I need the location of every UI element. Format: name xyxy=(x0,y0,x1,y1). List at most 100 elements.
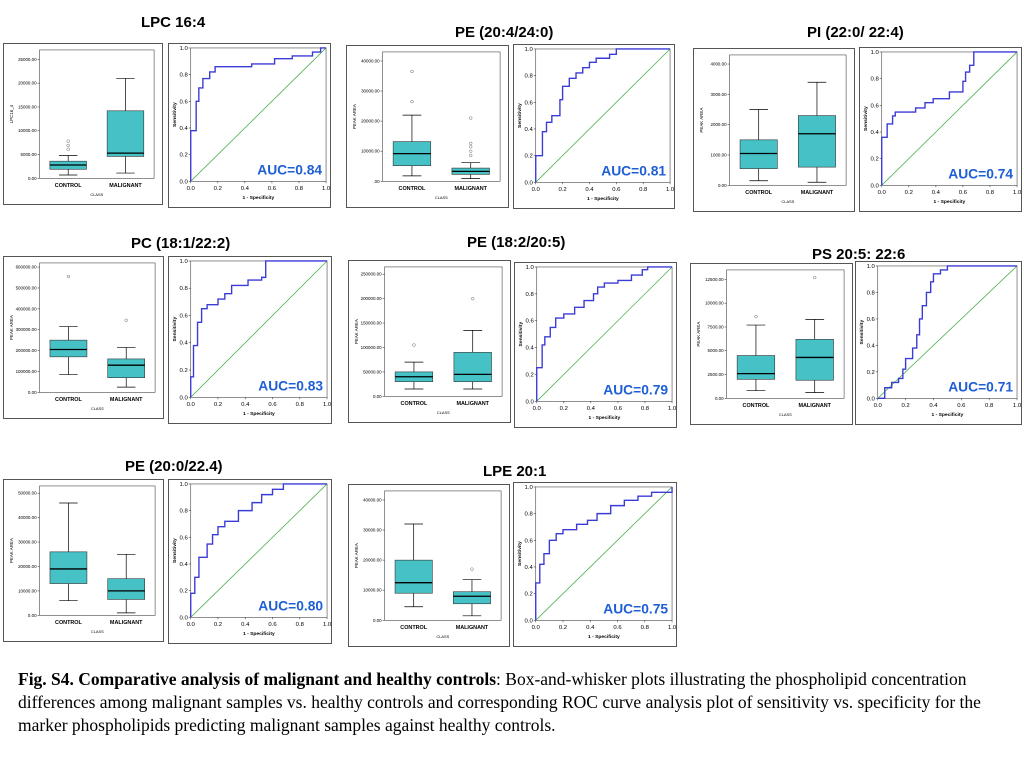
y-axis-label: LPC16_4 xyxy=(9,104,14,123)
plot-frame xyxy=(39,485,156,616)
roc-plot-pc-18-1-22-2: 0.00.0 0.2 0.2 0.4 0.4 0.6 0.6 0.8 0.8 1.0 1.0 1 - … xyxy=(168,256,332,424)
outlier-point xyxy=(469,149,473,153)
x-category-label: MALIGNANT xyxy=(456,401,489,407)
auc-label: AUC=0.74 xyxy=(948,165,1013,181)
y-axis-label: PEAK AREA xyxy=(699,108,704,133)
x-category-label: CONTROL xyxy=(55,397,82,403)
y-tick-label: 0.8 xyxy=(525,512,534,518)
x-tick-label: 0.2 xyxy=(214,402,222,408)
x-tick-label: 0.6 xyxy=(613,625,622,631)
x-tick-label: 1.0 xyxy=(322,186,331,192)
roc-curve xyxy=(190,47,327,182)
plot-frame xyxy=(536,266,673,402)
box-iqr xyxy=(49,551,88,584)
y-tick-label: 0.6 xyxy=(525,100,534,106)
x-tick-label: 0.0 xyxy=(878,190,887,196)
y-tick-label: 600000.00 xyxy=(16,265,38,270)
roc-plot-lpe-20-1: 0.00.0 0.2 0.2 0.4 0.4 0.6 0.6 0.8 0.8 1.0 1.0 1 - … xyxy=(513,482,677,647)
x-tick-label: 0.8 xyxy=(985,403,994,409)
boxplot-pi-22-0-22-4: 0.00 1000.00 2000.00 3000.00 4000.00 PEAK ARE… xyxy=(693,48,855,212)
y-tick-label: 1.0 xyxy=(180,46,189,52)
panel-title-lpc-16-4: LPC 16:4 xyxy=(141,14,206,31)
plot-frame xyxy=(39,49,155,179)
x-category-label: MALIGNANT xyxy=(801,190,834,196)
plot-frame xyxy=(190,47,327,182)
boxplot-pe-20-0-22-4: 0.00 10000.00 20000.00 30000.00 40000.00 5000… xyxy=(3,479,164,642)
box-iqr xyxy=(736,355,776,380)
x-axis-label: 1 - Specificity xyxy=(243,411,275,417)
outlier-point xyxy=(470,567,474,571)
x-tick-label: 0.2 xyxy=(214,186,222,192)
x-axis-label: 1 - Specificity xyxy=(932,412,964,418)
reference-diagonal xyxy=(190,483,328,618)
y-tick-label: .00 xyxy=(373,179,380,184)
box-iqr xyxy=(798,115,836,168)
y-tick-label: 25000.00 xyxy=(18,57,37,62)
y-tick-label: 30000.00 xyxy=(361,89,380,94)
auc-label: AUC=0.83 xyxy=(258,377,323,393)
y-tick-label: 0.2 xyxy=(871,157,879,163)
y-axis-label: Sensitivity xyxy=(172,538,178,563)
y-tick-label: 30000.00 xyxy=(18,540,37,545)
x-axis-label: CLASS xyxy=(779,412,792,417)
panel-title-pe-18-2-20-5: PE (18:2/20:5) xyxy=(467,234,566,251)
reference-diagonal xyxy=(190,47,327,182)
y-tick-label: 0.4 xyxy=(867,343,876,349)
box-iqr xyxy=(453,352,492,382)
outlier-point xyxy=(412,343,416,347)
y-tick-label: 0.2 xyxy=(867,370,875,376)
x-tick-label: 1.0 xyxy=(666,187,675,193)
x-tick-label: 0.4 xyxy=(932,190,941,196)
x-tick-label: 1.0 xyxy=(323,622,332,628)
reference-diagonal xyxy=(536,266,673,402)
x-tick-label: 1.0 xyxy=(323,402,332,408)
y-tick-label: 0.00 xyxy=(28,176,37,181)
y-tick-label: 0.8 xyxy=(180,286,189,292)
x-tick-label: 0.0 xyxy=(532,625,541,631)
x-tick-label: 0.0 xyxy=(187,622,196,628)
box-iqr xyxy=(106,110,145,157)
y-tick-label: 15000.00 xyxy=(18,104,37,109)
boxplot-pe-18-2-20-5: 0.00 50000.00 100000.00 150000.00 200000.00 2… xyxy=(348,260,511,423)
x-tick-label: 0.6 xyxy=(268,402,277,408)
x-axis-label: CLASS xyxy=(90,192,103,197)
x-tick-label: 0.6 xyxy=(957,403,966,409)
outlier-point xyxy=(469,141,473,146)
x-axis-label: CLASS xyxy=(91,406,104,411)
auc-label: AUC=0.84 xyxy=(257,161,322,177)
roc-curve xyxy=(536,266,673,402)
y-tick-label: 0.00 xyxy=(373,394,382,399)
y-tick-label: 40000.00 xyxy=(18,515,37,520)
roc-plot-pe-18-2-20-5: 0.00.0 0.2 0.2 0.4 0.4 0.6 0.6 0.8 0.8 1.0 1.0 1 - … xyxy=(514,262,677,428)
y-tick-label: 1.0 xyxy=(867,264,876,270)
roc-plot-pe-20-0-22-4: 0.00.0 0.2 0.2 0.4 0.4 0.6 0.6 0.8 0.8 1.0 1.0 1 - … xyxy=(168,479,332,644)
x-tick-label: 0.6 xyxy=(612,187,621,193)
y-tick-label: 0.4 xyxy=(526,346,535,352)
plot-frame xyxy=(535,48,671,183)
reference-diagonal xyxy=(535,48,671,183)
y-tick-label: 0.00 xyxy=(373,618,382,623)
y-tick-label: 150000.00 xyxy=(361,321,383,326)
y-axis-label: PEAK AREA xyxy=(352,104,357,129)
y-tick-label: 300000.00 xyxy=(16,327,38,332)
x-tick-label: 0.0 xyxy=(532,187,541,193)
x-axis-label: CLASS xyxy=(436,634,449,639)
auc-label: AUC=0.81 xyxy=(601,162,666,178)
roc-curve xyxy=(190,483,328,618)
x-tick-label: 0.2 xyxy=(559,625,567,631)
outlier-point xyxy=(66,274,71,279)
caption-bold: Fig. S4. Comparative analysis of maligna… xyxy=(18,669,497,689)
x-category-label: CONTROL xyxy=(743,403,770,409)
x-tick-label: 0.8 xyxy=(296,622,305,628)
y-tick-label: 0.6 xyxy=(180,535,189,541)
auc-label: AUC=0.71 xyxy=(948,378,1013,394)
caption-body: : Box-and-whisker plots illustrating the… xyxy=(18,669,981,735)
plot-frame xyxy=(190,483,328,618)
x-tick-label: 0.0 xyxy=(187,186,196,192)
outlier-point xyxy=(471,297,475,301)
y-tick-label: 5000.00 xyxy=(708,348,725,353)
x-axis-label: 1 - Specificity xyxy=(589,415,621,421)
y-tick-label: 2500.00 xyxy=(708,372,725,377)
roc-plot-pe-20-4-24-0: 0.00.0 0.2 0.2 0.4 0.4 0.6 0.6 0.8 0.8 1.0 1.0 1 - … xyxy=(513,44,675,209)
y-tick-label: 1000.00 xyxy=(711,152,728,157)
